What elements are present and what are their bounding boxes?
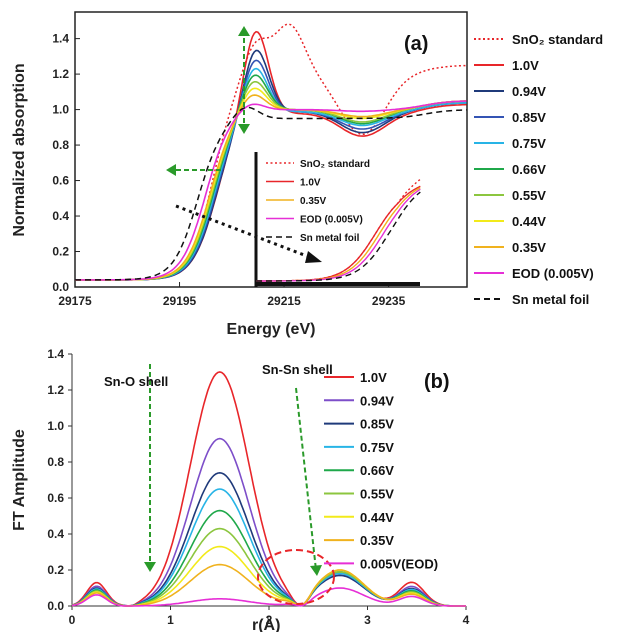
legend-label-0-94v: 0.94V xyxy=(512,84,546,99)
green-down-arrow-head xyxy=(238,124,250,134)
panel-a-x-tick-label: 29175 xyxy=(58,294,92,308)
legend-label-0-44v: 0.44V xyxy=(512,214,546,229)
panel-b-y-tick-label: 0.8 xyxy=(47,455,64,469)
black-dotted-arrow-line xyxy=(175,204,313,260)
panel-a-x-ticks: 29175 29195 29215 29235 xyxy=(58,282,406,308)
ft-legend-label-0-75v: 0.75V xyxy=(360,440,394,455)
panel-b-x-tick-label: 4 xyxy=(463,613,470,627)
panel-a-y-tick-label: 0.6 xyxy=(52,174,69,188)
panel-b-label: (b) xyxy=(424,371,450,393)
legend-label-1-0v: 1.0V xyxy=(512,58,539,73)
panel-a-y-tick-label: 0.4 xyxy=(52,209,69,223)
panel-a-y-tick-label: 0.0 xyxy=(52,280,69,294)
inset-legend-label: 0.35V xyxy=(300,196,326,207)
panel-a-y-tick-label: 0.8 xyxy=(52,138,69,152)
ft-legend-label-0-35v: 0.35V xyxy=(360,533,394,548)
panel-b-y-tick-label: 0.4 xyxy=(47,527,64,541)
panel-a-y-tick-label: 1.0 xyxy=(52,103,69,117)
panel-b-curves xyxy=(71,371,466,607)
panel-b-y-tick-label: 1.2 xyxy=(47,383,64,397)
sn-sn-shell-label: Sn-Sn shell xyxy=(262,362,333,377)
legend-label-0-35v: 0.35V xyxy=(512,240,546,255)
inset-legend-label: SnO₂ standard xyxy=(300,159,370,170)
panel-b-x-axis-label: r(Å) xyxy=(252,615,280,632)
panel-a-x-axis-label: Energy (eV) xyxy=(227,321,316,338)
panel-a-frame xyxy=(74,11,468,288)
inset-legend: SnO₂ standard 1.0V 0.35V EOD (0.005V) Sn met… xyxy=(266,159,370,244)
panel-a-y-tick-label: 1.2 xyxy=(52,67,69,81)
ft-curve-0-94v xyxy=(71,437,466,607)
curve-sno-standard xyxy=(75,23,467,281)
ft-curve-0-005v-eod xyxy=(71,587,466,607)
panel-b-y-ticks: 0.0 0.2 0.4 0.6 0.8 1.0 1.2 1.4 xyxy=(47,347,72,613)
panel-a-y-tick-label: 1.4 xyxy=(52,32,69,46)
sn-sn-arrow-head xyxy=(310,565,322,576)
panel-a-x-tick-label: 29195 xyxy=(163,294,197,308)
legend-label-0-55v: 0.55V xyxy=(512,188,546,203)
sn-sn-arrow-line xyxy=(295,387,317,571)
panel-b-y-tick-label: 1.4 xyxy=(47,347,64,361)
legend-label-0-85v: 0.85V xyxy=(512,110,546,125)
panel-b-x-tick-label: 2 xyxy=(266,613,273,627)
panel-a-y-axis-label: Normalized absorption xyxy=(11,63,28,236)
panel-b: 0.0 0.2 0.4 0.6 0.8 1.0 1.2 1.4 0 1 2 3 4 Sn-O shel… xyxy=(11,347,470,632)
panel-b-y-tick-label: 0.6 xyxy=(47,491,64,505)
legend-label-sno-standard: SnO₂ standard xyxy=(512,32,603,47)
inset-curve-sn-metal-foil xyxy=(256,191,421,282)
legend-label-0-75v: 0.75V xyxy=(512,136,546,151)
panel-b-x-ticks: 0 1 2 3 4 xyxy=(69,606,470,627)
inset-curves xyxy=(256,178,421,282)
ft-legend-label-0-66v: 0.66V xyxy=(360,463,394,478)
panel-a-x-tick-label: 29215 xyxy=(267,294,301,308)
panel-a-legend: SnO₂ standard 1.0V 0.94V 0.85V 0.75V 0.66V 0.5… xyxy=(474,32,603,307)
legend-label-eod-0-005v: EOD (0.005V) xyxy=(512,266,594,281)
inset-legend-label: 1.0V xyxy=(300,178,321,189)
panel-b-x-tick-label: 0 xyxy=(69,613,76,627)
panel-b-y-axis-label: FT Amplitude xyxy=(11,429,28,531)
panel-b-y-tick-label: 0.2 xyxy=(47,563,64,577)
panel-b-x-tick-label: 3 xyxy=(364,613,371,627)
curve-sn-metal-foil xyxy=(75,106,467,281)
black-dotted-arrow-head xyxy=(305,251,322,263)
panel-a-y-tick-label: 0.2 xyxy=(52,245,69,259)
panel-b-y-tick-label: 1.0 xyxy=(47,419,64,433)
sn-o-shell-label: Sn-O shell xyxy=(104,374,168,389)
panel-b-legend: 1.0V 0.94V 0.85V 0.75V 0.66V 0.55V 0.44V 0.35V 0… xyxy=(324,370,438,571)
panel-a-x-tick-label: 29235 xyxy=(372,294,406,308)
ft-legend-label-0-85v: 0.85V xyxy=(360,417,394,432)
panel-a-y-ticks: 0.0 0.2 0.4 0.6 0.8 1.0 1.2 1.4 xyxy=(52,32,80,294)
ft-legend-label-0-94v: 0.94V xyxy=(360,393,394,408)
inset-legend-label: Sn metal foil xyxy=(300,233,360,244)
panel-a: 0.0 0.2 0.4 0.6 0.8 1.0 1.2 1.4 29175 29195 29215… xyxy=(11,11,603,338)
ft-legend-label-0-44v: 0.44V xyxy=(360,510,394,525)
highlight-circle xyxy=(257,549,335,605)
panel-b-y-tick-label: 0.0 xyxy=(47,599,64,613)
ft-legend-label-1-0v: 1.0V xyxy=(360,370,387,385)
sn-o-arrow-head xyxy=(144,562,156,572)
ft-curve-1-0v xyxy=(71,371,466,607)
panel-b-x-tick-label: 1 xyxy=(167,613,174,627)
inset-curve-eod-0-005v xyxy=(256,188,421,282)
ft-legend-label-0-005v-eod: 0.005V(EOD) xyxy=(360,556,438,571)
inset-legend-label: EOD (0.005V) xyxy=(300,215,363,226)
panel-a-curves xyxy=(75,23,467,281)
legend-label-0-66v: 0.66V xyxy=(512,162,546,177)
green-left-arrow-head xyxy=(166,164,176,176)
ft-legend-label-0-55v: 0.55V xyxy=(360,487,394,502)
green-up-arrow-head xyxy=(238,26,250,36)
legend-label-sn-metal-foil: Sn metal foil xyxy=(512,292,589,307)
panel-a-label: (a) xyxy=(404,33,428,55)
